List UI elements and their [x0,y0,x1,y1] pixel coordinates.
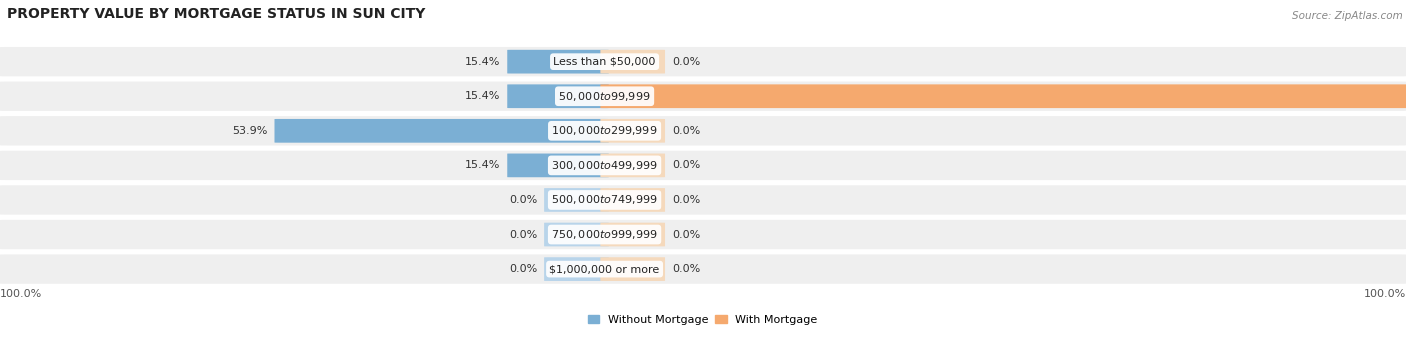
FancyBboxPatch shape [544,188,609,212]
FancyBboxPatch shape [0,116,1406,146]
Text: 0.0%: 0.0% [509,195,537,205]
FancyBboxPatch shape [544,257,609,281]
FancyBboxPatch shape [274,119,609,143]
Text: 100.0%: 100.0% [0,289,42,299]
FancyBboxPatch shape [600,50,665,74]
Text: 0.0%: 0.0% [672,160,700,170]
Text: $500,000 to $749,999: $500,000 to $749,999 [551,193,658,206]
Text: $50,000 to $99,999: $50,000 to $99,999 [558,90,651,103]
FancyBboxPatch shape [508,50,609,74]
FancyBboxPatch shape [0,81,1406,111]
FancyBboxPatch shape [600,84,1406,108]
Text: $100,000 to $299,999: $100,000 to $299,999 [551,124,658,137]
Text: 0.0%: 0.0% [672,195,700,205]
Text: 53.9%: 53.9% [232,126,267,136]
Text: Less than $50,000: Less than $50,000 [554,57,655,66]
Text: 0.0%: 0.0% [672,264,700,274]
Text: 100.0%: 100.0% [1364,289,1406,299]
FancyBboxPatch shape [0,185,1406,214]
FancyBboxPatch shape [0,47,1406,76]
Text: 15.4%: 15.4% [465,91,501,101]
Text: 0.0%: 0.0% [509,229,537,239]
Text: $1,000,000 or more: $1,000,000 or more [550,264,659,274]
Legend: Without Mortgage, With Mortgage: Without Mortgage, With Mortgage [583,310,823,329]
Text: 0.0%: 0.0% [672,126,700,136]
Text: 0.0%: 0.0% [672,229,700,239]
FancyBboxPatch shape [0,254,1406,284]
Text: 0.0%: 0.0% [509,264,537,274]
Text: 0.0%: 0.0% [672,57,700,66]
FancyBboxPatch shape [600,188,665,212]
FancyBboxPatch shape [600,153,665,177]
FancyBboxPatch shape [600,257,665,281]
FancyBboxPatch shape [508,153,609,177]
Text: 15.4%: 15.4% [465,57,501,66]
FancyBboxPatch shape [600,223,665,247]
FancyBboxPatch shape [0,220,1406,249]
FancyBboxPatch shape [508,84,609,108]
Text: Source: ZipAtlas.com: Source: ZipAtlas.com [1292,11,1403,21]
FancyBboxPatch shape [0,151,1406,180]
FancyBboxPatch shape [544,223,609,247]
Text: 15.4%: 15.4% [465,160,501,170]
Text: $750,000 to $999,999: $750,000 to $999,999 [551,228,658,241]
Text: PROPERTY VALUE BY MORTGAGE STATUS IN SUN CITY: PROPERTY VALUE BY MORTGAGE STATUS IN SUN… [7,7,426,21]
FancyBboxPatch shape [600,119,665,143]
Text: $300,000 to $499,999: $300,000 to $499,999 [551,159,658,172]
